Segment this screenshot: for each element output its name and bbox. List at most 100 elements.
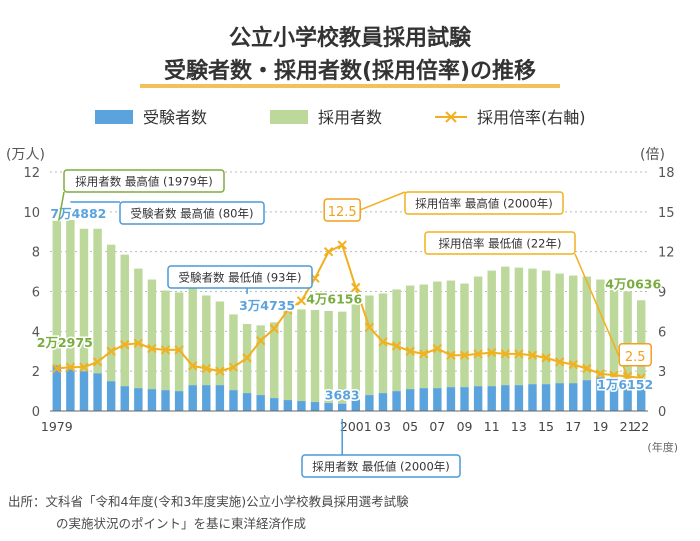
callout-leader — [58, 191, 65, 221]
ratio-marker — [378, 337, 388, 347]
bar-hires — [215, 301, 225, 386]
x-tick-label: 13 — [511, 419, 527, 434]
bar-hires — [596, 279, 605, 378]
bar-applicants — [256, 395, 265, 411]
bar-applicants — [405, 389, 415, 411]
bar-applicants — [446, 387, 456, 411]
callout-box — [119, 201, 265, 225]
ratio-marker — [595, 369, 606, 379]
bar-hires — [229, 314, 238, 391]
bar-hires — [419, 284, 428, 389]
ratio-badge-box — [323, 198, 361, 222]
ratio-marker — [636, 373, 646, 383]
bar-applicants — [528, 384, 537, 411]
x-tick-label: 19 — [592, 419, 608, 434]
bar-hires — [446, 280, 456, 388]
bar-applicants — [120, 386, 129, 411]
ratio-marker — [52, 363, 62, 374]
bar-hires — [501, 266, 510, 386]
bar-hires — [487, 270, 496, 387]
ratio-marker — [391, 341, 402, 351]
right-axis-unit: (倍) — [640, 147, 665, 163]
x-tick-label: 07 — [429, 419, 445, 434]
x-tick-label: 22 — [633, 419, 649, 434]
ratio-marker — [283, 305, 293, 315]
ratio-marker — [541, 353, 551, 363]
bar-applicants — [487, 386, 496, 411]
bar-hires — [161, 290, 170, 391]
legend-label-hires: 採用者数 — [318, 108, 382, 127]
bar-hires — [569, 275, 578, 384]
x-tick-label: 2001 — [340, 419, 372, 434]
x-tick-label: 21 — [620, 419, 636, 434]
ratio-marker — [228, 362, 239, 372]
bar-applicants — [229, 390, 238, 411]
bar-applicants — [392, 391, 401, 411]
ratio-marker — [609, 370, 619, 380]
bar-hires — [623, 291, 632, 380]
bar-applicants — [310, 402, 320, 411]
ratio-marker — [582, 363, 592, 374]
callout-box — [424, 231, 576, 255]
ratio-marker — [106, 346, 116, 356]
bar-hires — [106, 244, 116, 382]
bar-hires — [473, 276, 483, 387]
right-tick-label: 6 — [658, 325, 666, 340]
bar-hires — [270, 322, 279, 399]
bar-hires — [433, 281, 442, 389]
bar-applicants — [541, 384, 551, 411]
x-tick-label: 17 — [565, 419, 581, 434]
ratio-marker — [92, 357, 103, 367]
x-tick-label: 15 — [538, 419, 554, 434]
bar-applicants — [324, 403, 333, 411]
bar-hires — [202, 295, 211, 386]
x-tick-label: 05 — [402, 419, 418, 434]
callout-text: 採用倍率 最低値 (22年) — [439, 237, 562, 251]
ratio-marker — [133, 338, 144, 348]
ratio-marker — [337, 240, 347, 250]
ratio-marker — [419, 349, 429, 359]
bar-hires — [609, 286, 619, 379]
ratio-badge-max: 12.5 — [328, 205, 357, 220]
bar-applicants — [174, 391, 184, 411]
ratio-marker — [405, 346, 415, 356]
bar-applicants — [93, 373, 102, 411]
bar-hires — [134, 268, 143, 389]
ratio-marker — [79, 362, 89, 372]
right-tick-label: 3 — [658, 365, 666, 380]
bar-applicants — [297, 401, 306, 411]
callout-text: 受験者数 最低値 (93年) — [179, 271, 302, 285]
source-note-line1: 出所：文科省「令和4年度(令和3年度実施)公立小学校教員採用選考試験 — [8, 494, 409, 509]
right-tick-label: 9 — [658, 286, 666, 301]
bar-applicants — [161, 390, 170, 411]
legend-marker-ratio-b — [445, 111, 457, 123]
bar-applicants — [202, 385, 211, 411]
bar-applicants — [569, 383, 578, 411]
callout-box — [301, 454, 461, 478]
bar-applicants — [623, 379, 632, 411]
ratio-marker — [255, 335, 266, 346]
ratio-marker — [568, 359, 578, 370]
bar-applicants — [283, 400, 293, 411]
bar-applicants — [79, 371, 89, 411]
left-tick-label: 2 — [32, 365, 40, 380]
bar-applicants — [419, 388, 428, 411]
callout-text: 受験者数 最高値 (80年) — [131, 207, 254, 221]
bar-hires — [541, 270, 551, 385]
bar-hires — [52, 220, 62, 366]
right-tick-label: 18 — [658, 166, 675, 181]
bar-applicants — [134, 388, 143, 411]
bar-hires — [405, 285, 415, 390]
ratio-badge-box — [618, 343, 652, 367]
x-tick-label: 03 — [375, 419, 391, 434]
bar-applicants — [636, 381, 646, 411]
right-tick-label: 12 — [658, 246, 675, 261]
ratio-marker — [215, 366, 225, 376]
legend-swatch-applicants — [95, 110, 133, 124]
value-label: 2万2975 — [37, 335, 93, 350]
bar-hires — [93, 228, 102, 374]
bar-applicants — [460, 387, 469, 411]
callout-leader — [351, 191, 406, 214]
value-label: 1万6152 — [597, 377, 653, 392]
